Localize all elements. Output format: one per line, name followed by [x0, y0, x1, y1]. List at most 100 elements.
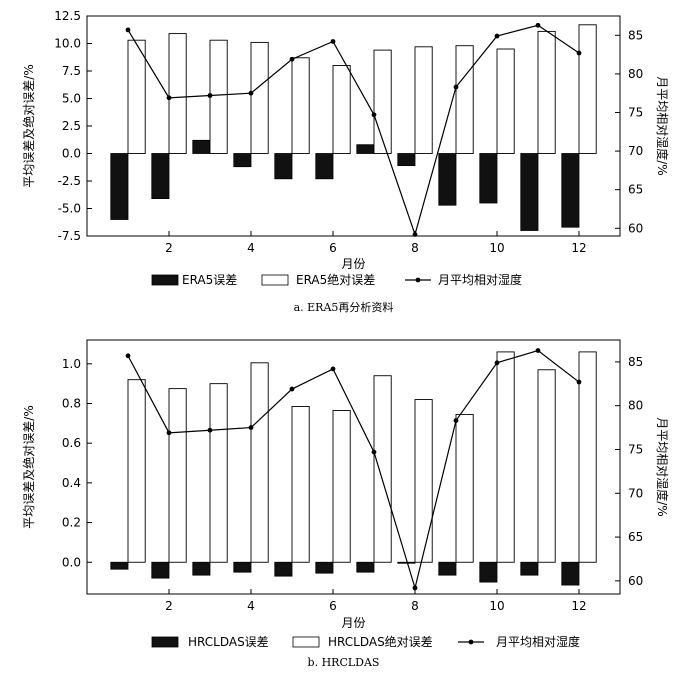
error-bar: [438, 561, 457, 576]
y-tick-label: 0.4: [62, 476, 81, 490]
y2-tick-label: 75: [628, 105, 643, 119]
y-tick-label: 0.2: [62, 516, 81, 530]
error-bar: [397, 153, 416, 166]
abs-error-bar: [537, 30, 556, 154]
abs-error-bar: [455, 45, 474, 154]
abs-error-bar: [168, 33, 187, 154]
humidity-point: [535, 22, 541, 28]
y-tick-label: 12.5: [54, 9, 81, 23]
x-tick-label: 6: [329, 241, 337, 255]
y-tick-label: 2.5: [62, 119, 81, 133]
figure-caption: b. HRCLDAS: [308, 656, 380, 669]
error-bar: [397, 561, 416, 564]
y-tick-label: 7.5: [62, 64, 81, 78]
humidity-line: [127, 349, 580, 591]
y2-axis-title: 月平均相对湿度/%: [655, 417, 670, 516]
humidity-point: [494, 360, 500, 366]
x-tick-label: 8: [411, 599, 419, 613]
error-bar: [315, 561, 334, 574]
error-bar: [151, 153, 170, 199]
y-tick-label: 1.0: [62, 357, 81, 371]
error-bar: [233, 153, 252, 168]
abs-error-bar: [209, 39, 228, 154]
humidity-point: [453, 84, 459, 90]
error-bar: [520, 153, 539, 231]
legend-swatch-error: [151, 274, 179, 286]
humidity-point: [248, 90, 254, 96]
y2-tick-label: 60: [628, 221, 643, 235]
legend-label-humidity: 月平均相对湿度: [496, 634, 580, 649]
y2-axis-title: 月平均相对湿度/%: [655, 76, 670, 175]
abs-error-bar: [168, 388, 187, 563]
figure-caption: a. ERA5再分析资料: [294, 300, 394, 314]
y-tick-label: -7.5: [58, 229, 81, 243]
abs-error-bar: [455, 413, 474, 563]
humidity-line: [127, 24, 580, 237]
y-tick-label: 0.0: [62, 555, 81, 569]
error-bar: [192, 561, 211, 576]
abs-error-bar: [496, 351, 515, 563]
error-bar: [315, 153, 334, 180]
y-tick-label: -5.0: [58, 202, 81, 216]
humidity-point: [576, 50, 582, 56]
humidity-point: [453, 418, 459, 423]
humidity-point: [289, 386, 295, 392]
humidity-point: [207, 427, 213, 433]
x-tick-label: 10: [489, 599, 504, 613]
legend-label-error: HRCLDAS误差: [188, 635, 269, 649]
error-bar: [110, 561, 129, 570]
humidity-point: [166, 95, 172, 101]
y2-tick-label: 65: [628, 530, 643, 544]
humidity-point: [535, 348, 541, 353]
x-tick-label: 4: [247, 241, 255, 255]
abs-error-bar: [496, 48, 515, 154]
error-bar: [479, 153, 498, 204]
y-axis-title: 平均误差及绝对误差/%: [21, 64, 36, 187]
error-bar: [561, 561, 580, 586]
y-tick-label: 0.8: [62, 397, 81, 411]
humidity-point: [125, 353, 131, 359]
abs-error-bar: [127, 39, 146, 154]
abs-error-bar: [537, 369, 556, 563]
legend-swatch-abs-error: [261, 274, 289, 286]
y-tick-label: 0.6: [62, 436, 81, 450]
abs-error-bar: [209, 383, 228, 563]
y2-tick-label: 80: [628, 399, 643, 413]
error-bar: [274, 561, 293, 577]
error-bar: [110, 153, 129, 220]
error-bar: [479, 561, 498, 583]
humidity-point: [371, 112, 377, 118]
legend-label-abs-error: ERA5绝对误差: [296, 272, 375, 287]
abs-error-bar: [373, 49, 392, 154]
error-bar: [520, 561, 539, 576]
x-tick-label: 12: [571, 599, 586, 613]
abs-error-bar: [291, 406, 310, 563]
y2-tick-label: 80: [628, 67, 643, 81]
humidity-point: [412, 585, 418, 591]
humidity-point: [125, 27, 131, 33]
abs-error-bar: [127, 379, 146, 563]
x-tick-label: 8: [411, 241, 419, 255]
y2-tick-label: 70: [628, 144, 643, 158]
abs-error-bar: [578, 24, 597, 154]
legend-swatch-point: [468, 639, 474, 645]
y-tick-label: 5.0: [62, 92, 81, 106]
y2-tick-label: 85: [628, 355, 643, 369]
x-axis-title: 月份: [341, 257, 365, 271]
y-tick-label: 10.0: [54, 37, 81, 51]
y2-tick-label: 70: [628, 486, 643, 500]
abs-error-bar: [291, 57, 310, 154]
error-bar: [274, 153, 293, 180]
legend-label-humidity: 月平均相对湿度: [438, 272, 522, 287]
x-tick-label: 6: [329, 599, 337, 613]
abs-error-bar: [250, 362, 269, 563]
error-bar: [356, 561, 375, 573]
abs-error-bar: [250, 41, 269, 154]
humidity-point: [576, 379, 582, 385]
x-axis-title: 月份: [341, 616, 365, 630]
x-tick-label: 4: [247, 599, 255, 613]
abs-error-bar: [414, 46, 433, 154]
humidity-point: [371, 449, 377, 455]
error-bar: [192, 139, 211, 154]
